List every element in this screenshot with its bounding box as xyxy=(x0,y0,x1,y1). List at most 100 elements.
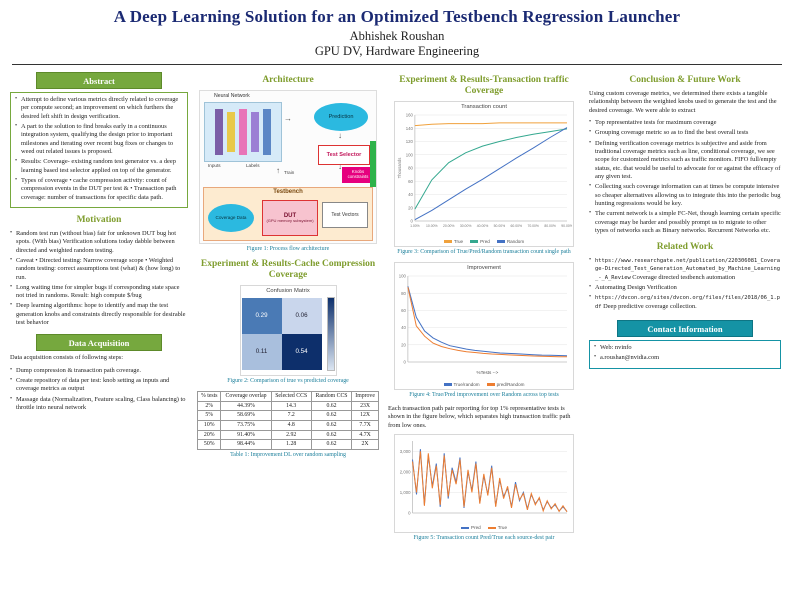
table-cell: 14.3 xyxy=(270,400,312,412)
nn-layer-bar xyxy=(227,111,235,152)
svg-text:0: 0 xyxy=(411,218,414,223)
table-cell: 0.62 xyxy=(310,429,353,441)
svg-text:2,000: 2,000 xyxy=(400,469,411,474)
poster-title: A Deep Learning Solution for an Optimize… xyxy=(113,7,681,26)
train-label: Train xyxy=(284,169,295,175)
svg-text:3,000: 3,000 xyxy=(400,449,411,454)
prediction-node: Prediction xyxy=(314,102,368,131)
figure1-architecture-diagram: Neural Network → Prediction ↓ Test Selec… xyxy=(199,89,377,244)
data-acquisition-intro: Data acquisition consists of following s… xyxy=(10,354,124,362)
list-item-text: Dump compression & transaction path cove… xyxy=(16,366,141,374)
list-item-text: A part to the solution to find breaks ea… xyxy=(21,122,174,155)
heatmap-colorbar xyxy=(326,296,335,371)
heatmap: 0.29 0.06 0.11 0.54 xyxy=(241,295,335,373)
svg-text:0: 0 xyxy=(408,511,411,516)
list-item-text: Long waiting time for simpler bugs if co… xyxy=(16,283,180,300)
table-cell: 0.62 xyxy=(310,410,353,421)
knobs-constraints-box: Knobs constraints xyxy=(342,166,374,183)
author-affiliation: GPU DV, Hardware Engineering xyxy=(314,44,480,58)
legend-swatch-icon xyxy=(487,526,496,530)
chart-title: Confusion Matrix xyxy=(266,287,310,294)
arrow-up-icon: ↑ xyxy=(276,165,280,175)
architecture-heading: Architecture xyxy=(262,75,314,85)
traffic-paragraph: Each transaction path pair reporting for… xyxy=(388,405,571,429)
svg-text:100: 100 xyxy=(399,274,407,279)
related-work-item: • https://www.researchgate.net/publicatio… xyxy=(589,257,781,282)
contact-box: • Web: nvinfo • a.roushan@nvidia.com xyxy=(589,340,781,369)
table-cell: 2X xyxy=(351,439,379,450)
table-cell: 20% xyxy=(196,429,222,441)
table-row: 20% 91.40% 2.92 0.62 4.7X xyxy=(196,429,379,441)
bullet-marker: • xyxy=(589,284,592,291)
bullet-marker: • xyxy=(15,96,18,102)
list-item-text: a.roushan@nvidia.com xyxy=(600,354,660,362)
bullet-marker: • xyxy=(10,283,13,290)
contact-item: • a.roushan@nvidia.com xyxy=(594,354,776,362)
conclusion-bullet: • Collecting such coverage information ca… xyxy=(589,183,781,208)
reference-url: https://www.researchgate.net/publication… xyxy=(595,258,780,281)
figure4-caption: Figure 4: True/Pred improvement over Ran… xyxy=(409,391,559,398)
list-item-text: Grouping coverage metric so as to find t… xyxy=(595,129,749,137)
contact-list: • Web: nvinfo • a.roushan@nvidia.com xyxy=(594,344,776,363)
table-cell: 0.62 xyxy=(310,439,353,450)
header-divider xyxy=(12,64,782,65)
related-work-list: • https://www.researchgate.net/publicatio… xyxy=(589,257,781,311)
list-item-text: https://www.researchgate.net/publication… xyxy=(595,258,780,281)
abstract-heading: Abstract xyxy=(35,72,163,89)
data-acquisition-bullet: • Dump compression & transaction path cov… xyxy=(10,367,188,375)
bullet-marker: • xyxy=(594,354,597,361)
svg-text:80: 80 xyxy=(401,291,406,296)
legend-item: pred/Random xyxy=(486,382,524,387)
table-cell: 0.62 xyxy=(310,400,353,412)
svg-text:140: 140 xyxy=(406,126,414,131)
svg-text:Thousands: Thousands xyxy=(397,157,402,178)
abstract-bullet: • Attempt to define various metrics direc… xyxy=(15,96,183,121)
chart-plot: 0 20 40 60 80 100 %Tests --> xyxy=(399,274,568,375)
legend-swatch-icon xyxy=(470,240,479,243)
abstract-bullet: • Types of coverage • cache compression a… xyxy=(15,177,183,202)
table-header-cell: Coverage overlap xyxy=(220,390,272,402)
contact-heading: Contact Information xyxy=(616,320,754,338)
svg-text:40.00%: 40.00% xyxy=(477,224,489,228)
svg-text:60.00%: 60.00% xyxy=(511,224,523,228)
svg-text:120: 120 xyxy=(406,139,414,144)
bullet-marker: • xyxy=(589,118,592,125)
list-item-text: Caveat • Directed testing: Narrow covera… xyxy=(16,256,181,281)
bullet-marker: • xyxy=(589,129,592,136)
conclusion-intro: Using custom coverage metrics, we determ… xyxy=(589,89,777,114)
conclusion-bullet: • The current network is a simple FC-Net,… xyxy=(589,210,781,235)
nn-layer-bar xyxy=(215,108,223,155)
table-cell: 7.2 xyxy=(270,410,312,421)
bullet-marker: • xyxy=(589,257,592,264)
chart-title: Improvement xyxy=(467,264,501,271)
contact-item: • Web: nvinfo xyxy=(594,344,776,352)
arrow-down-icon: ↓ xyxy=(338,161,342,171)
nn-layer-bar xyxy=(239,108,247,155)
list-item-text: Attempt to define various metrics direct… xyxy=(21,96,179,120)
svg-text:70.00%: 70.00% xyxy=(527,224,539,228)
svg-text:20.00%: 20.00% xyxy=(443,224,455,228)
table-cell: 2% xyxy=(196,400,222,412)
heatmap-row: 0.11 0.54 xyxy=(241,333,322,370)
list-item-text: Automating Design Verification xyxy=(595,284,677,292)
svg-text:1.00%: 1.00% xyxy=(410,224,420,228)
heatmap-cell: 0.11 xyxy=(241,333,282,370)
table-cell: 58.69% xyxy=(220,410,272,421)
list-item-text: Top representative tests for maximum cov… xyxy=(595,118,717,126)
table-cell: 5% xyxy=(196,410,222,421)
table-cell: 4.8 xyxy=(270,419,312,431)
svg-text:50.00%: 50.00% xyxy=(494,224,506,228)
table-cell: 12X xyxy=(351,410,379,421)
dut-label: DUT xyxy=(283,212,297,219)
legend-swatch-icon xyxy=(496,240,505,243)
bullet-marker: • xyxy=(10,302,13,309)
data-acquisition-heading: Data Acquisition xyxy=(35,334,163,352)
author-name: Abhishek Roushan xyxy=(349,29,445,43)
svg-text:100: 100 xyxy=(406,152,414,157)
related-work-heading: Related Work xyxy=(656,242,714,253)
list-item-text: Results: Coverage- existing random test … xyxy=(21,158,176,174)
testbench-label: Testbench xyxy=(273,188,303,195)
chart-title: Transaction count xyxy=(461,103,507,110)
svg-text:80.00%: 80.00% xyxy=(544,224,556,228)
reference-url: https://dvcon.org/sites/dvcon.org/files/… xyxy=(595,295,780,310)
